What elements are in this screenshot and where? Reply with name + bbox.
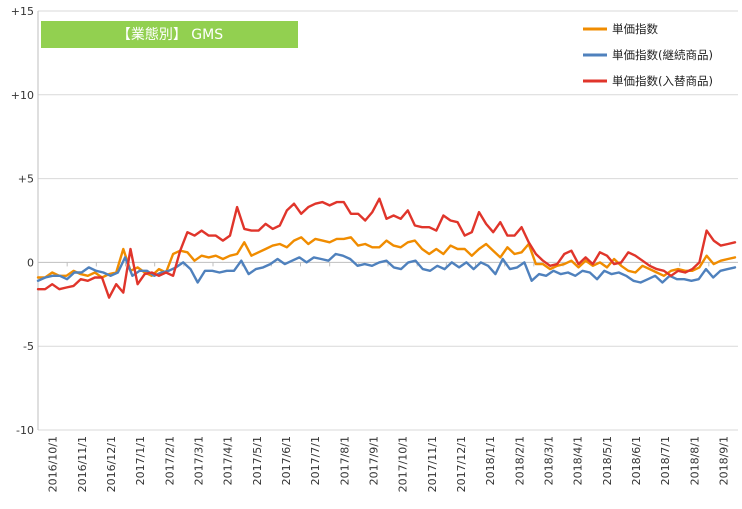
x-tick-label: 2017/5/1 — [251, 436, 264, 485]
x-tick-label: 2016/11/1 — [76, 436, 89, 492]
x-tick-label: 2018/5/1 — [601, 436, 614, 485]
y-tick-label: 0 — [27, 256, 34, 269]
x-tick-label: 2018/9/1 — [717, 436, 730, 485]
legend-label-2: 単価指数(入替商品) — [612, 74, 713, 88]
y-tick-labels: +15 +10 +5 0 -5 -10 — [11, 5, 34, 437]
x-tick-label: 2017/6/1 — [280, 436, 293, 485]
x-tick-label: 2018/3/1 — [542, 436, 555, 485]
series-lines — [36, 197, 737, 299]
legend-label-0: 単価指数 — [612, 22, 658, 36]
x-tick-label: 2017/3/1 — [192, 436, 205, 485]
series-line-2 — [36, 197, 737, 299]
x-tick-label: 2017/11/1 — [426, 436, 439, 492]
x-tick-label: 2018/4/1 — [572, 436, 585, 485]
x-tick-label: 2018/1/1 — [484, 436, 497, 485]
x-tick-label: 2017/12/1 — [455, 436, 468, 492]
x-tick-label: 2016/10/1 — [47, 436, 60, 492]
x-tick-label: 2018/6/1 — [630, 436, 643, 485]
gridlines — [38, 10, 738, 431]
x-tick-label: 2017/1/1 — [134, 436, 147, 485]
y-tick-label: -10 — [16, 424, 34, 437]
x-tick-label: 2017/9/1 — [367, 436, 380, 485]
chart-title-box: 【業態別】 GMS — [41, 21, 298, 48]
series-line-1 — [36, 252, 737, 284]
x-tick-label: 2018/8/1 — [688, 436, 701, 485]
x-tick-labels: 2016/10/1 2016/11/1 2016/12/1 2017/1/1 2017/… — [47, 436, 731, 492]
x-tick-label: 2017/2/1 — [163, 436, 176, 485]
y-tick-label: +5 — [18, 173, 34, 186]
x-tick-label: 2017/4/1 — [222, 436, 235, 485]
legend-label-1: 単価指数(継続商品) — [612, 48, 713, 62]
x-tick-label: 2017/8/1 — [338, 436, 351, 485]
chart-title: 【業態別】 GMS — [117, 27, 223, 43]
y-tick-label: +15 — [11, 5, 34, 18]
x-tick-label: 2017/10/1 — [397, 436, 410, 492]
x-tick-label: 2017/7/1 — [309, 436, 322, 485]
x-tick-label: 2018/7/1 — [659, 436, 672, 485]
y-tick-label: -5 — [23, 340, 34, 353]
x-tick-label: 2018/2/1 — [513, 436, 526, 485]
y-tick-label: +10 — [11, 89, 34, 102]
chart-title-background — [41, 21, 298, 48]
x-tick-label: 2016/12/1 — [105, 436, 118, 492]
